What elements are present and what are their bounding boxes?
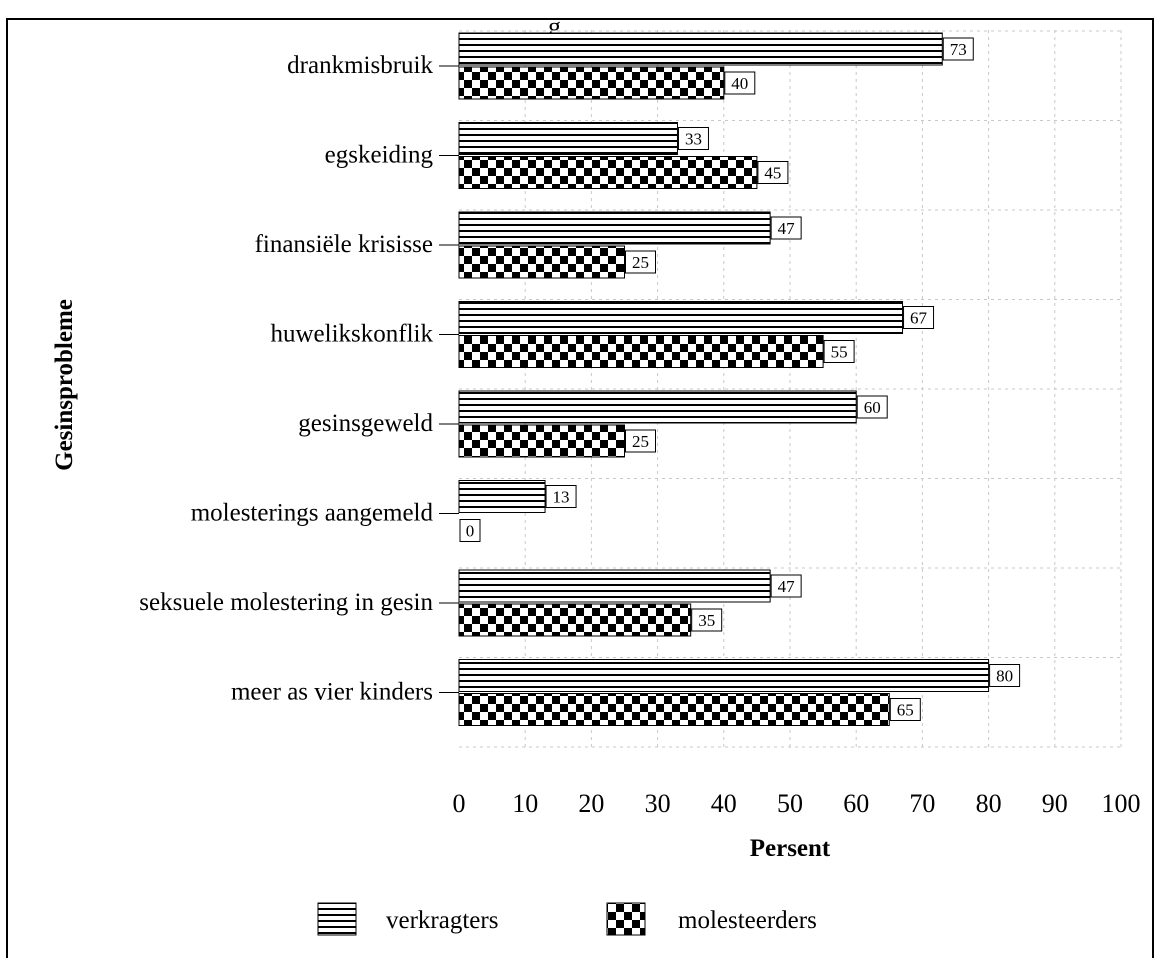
value-label-box [677, 127, 709, 150]
value-label-box [459, 519, 481, 542]
value-label-box [856, 395, 888, 419]
x-tick-label: 20 [578, 789, 604, 818]
bar-molesteerders [458, 66, 725, 100]
value-label: 65 [897, 701, 914, 720]
category-label: gesinsgeweld [298, 410, 433, 437]
bar-verkragters [458, 390, 857, 424]
category-label: drankmisbruik [287, 52, 433, 79]
value-label-box [545, 485, 577, 508]
bar-molesteerders [458, 245, 625, 279]
x-tick-label: 30 [645, 789, 671, 818]
x-tick-label: 70 [909, 789, 935, 818]
value-label-box [942, 37, 974, 61]
bar-verkragters [458, 301, 904, 334]
value-label: 45 [764, 164, 781, 183]
x-tick-label: 60 [843, 789, 869, 818]
legend-label-verkragters: verkragters [386, 907, 498, 934]
bar-molesteerders [458, 693, 890, 726]
value-label: 35 [698, 611, 715, 630]
legend-swatch-molesteerders [606, 902, 646, 936]
bar-verkragters [458, 480, 546, 513]
value-label: 47 [778, 577, 796, 596]
value-label: 0 [466, 522, 475, 541]
bar-verkragters [458, 122, 678, 155]
value-label-box [625, 429, 656, 453]
legend-label-molesteerders: molesteerders [678, 907, 817, 934]
labels: drankmisbruik 73 40 egskeiding 33 45 finansiël… [51, 37, 1141, 862]
x-tick-label: 90 [1042, 789, 1068, 818]
grid [459, 30, 1122, 748]
x-tick-label: 80 [976, 789, 1002, 818]
value-label: 13 [553, 488, 570, 507]
value-label-box [757, 161, 789, 184]
value-label: 33 [685, 130, 702, 149]
value-label-box [903, 306, 935, 329]
value-label: 73 [950, 40, 967, 59]
bar-verkragters [458, 659, 990, 692]
value-label-box [889, 698, 921, 721]
value-label-box [724, 71, 756, 95]
x-tick-label: 100 [1102, 789, 1141, 818]
value-label-box [691, 608, 723, 632]
value-label-box [989, 664, 1021, 687]
legend-swatch-verkragters [317, 902, 357, 936]
value-label: 60 [864, 398, 881, 417]
x-tick-label: 0 [453, 789, 466, 818]
value-label: 25 [632, 253, 649, 272]
bar-verkragters [458, 32, 943, 66]
x-axis-title: Persent [750, 835, 831, 862]
bar-verkragters [458, 569, 771, 603]
x-tick-label: 10 [512, 789, 538, 818]
value-label-box [823, 340, 855, 363]
category-label: seksuele molestering in gesin [139, 589, 433, 616]
value-label: 47 [778, 219, 796, 238]
x-tick-label: 50 [777, 789, 803, 818]
x-tick-label: 40 [711, 789, 737, 818]
value-label: 40 [731, 74, 748, 93]
value-label-box [770, 216, 802, 240]
legend: verkragters molesteerders [317, 902, 817, 936]
category-label: egskeiding [325, 142, 434, 169]
category-label: finansiële krisisse [255, 231, 433, 258]
value-label: 67 [910, 309, 928, 328]
category-label: meer as vier kinders [231, 679, 433, 706]
bar-molesteerders [458, 603, 692, 637]
bar-molesteerders [458, 335, 824, 368]
bar-verkragters [458, 211, 771, 245]
value-label: 55 [831, 343, 848, 362]
bar-molesteerders [458, 424, 625, 458]
value-label: 25 [632, 432, 649, 451]
bars [458, 32, 990, 726]
y-axis-title: Gesinsprobleme [51, 299, 78, 471]
value-label-box [770, 574, 802, 598]
value-label-box [625, 250, 656, 274]
value-label: 80 [996, 667, 1013, 686]
bar-molesteerders [458, 156, 758, 189]
category-label: huwelikskonflik [271, 321, 434, 348]
category-label: molesterings aangemeld [191, 500, 434, 527]
